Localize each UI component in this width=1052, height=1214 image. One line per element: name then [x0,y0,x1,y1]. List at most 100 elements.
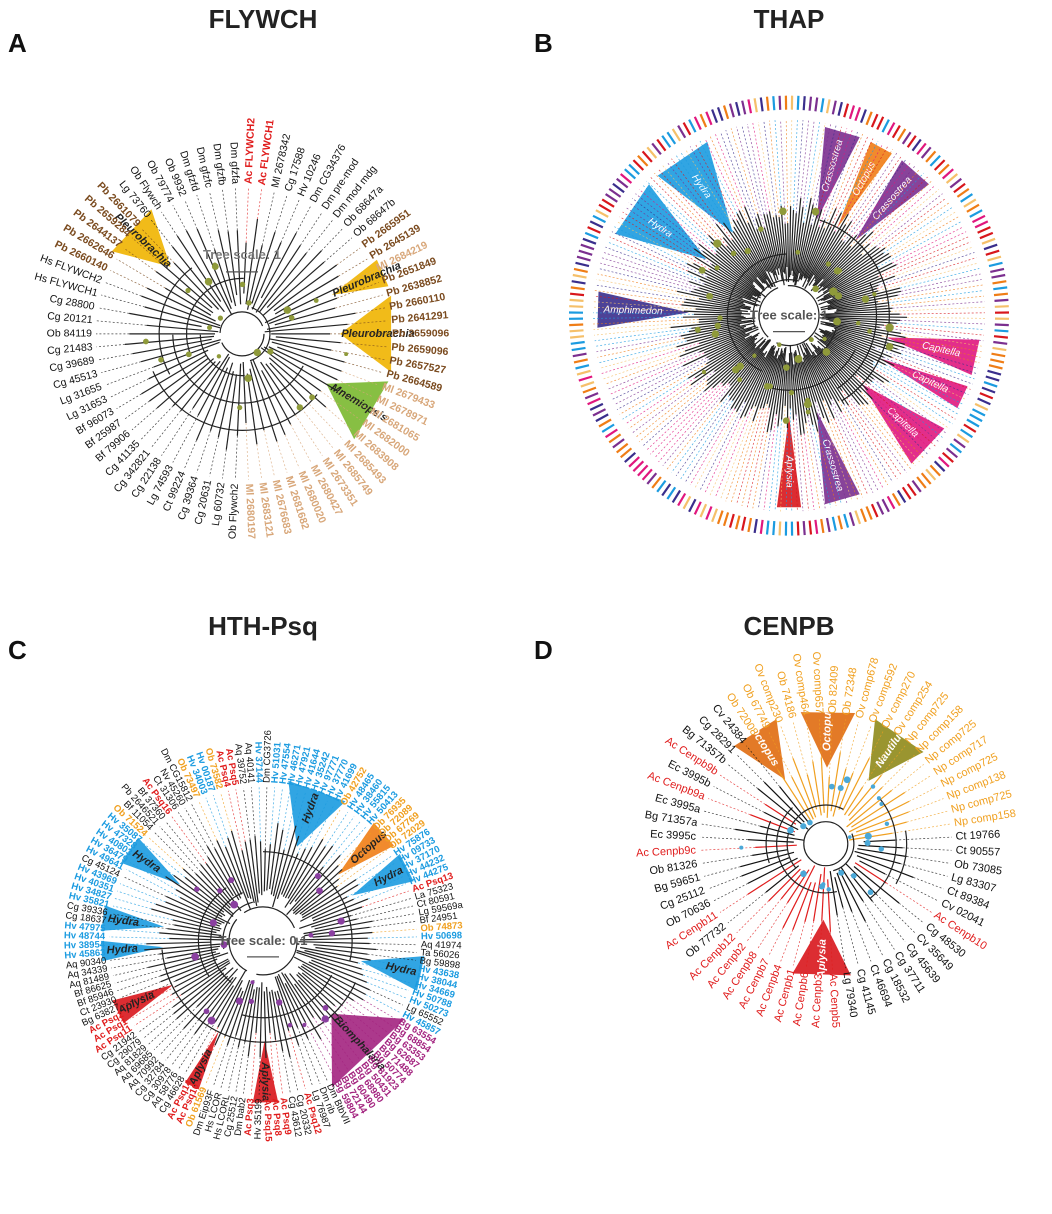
clade-wedge [837,141,892,228]
flywch-tree: PleurobrachiaPleurobrachiaPleurobrachiaM… [33,118,449,540]
node-support-dot [287,1022,293,1028]
leaf-guide [654,385,724,459]
leaf-label-mark [646,472,658,485]
leaf-branch [834,327,905,349]
leaf-label: Hv 47554 [278,742,294,785]
leaf-label: Hv 38954 [64,939,106,951]
leaf-label-mark [994,323,1009,327]
leaf-guide [134,994,182,1026]
leaf-guide [900,273,981,292]
leaf-label: Ct 19766 [955,828,1000,842]
leaf-guide [720,406,756,500]
leaf-branch [264,323,348,333]
leaf-label-mark [601,198,615,208]
leaf-guide [331,349,386,361]
node-support-dot [867,889,874,896]
tree-arc [161,949,357,1043]
leaf-branch [255,987,260,1033]
leaf-branch [200,864,231,902]
panel-letter: C [8,635,27,665]
leaf-branch [708,335,753,360]
leaf-label-mark [728,103,735,118]
tree-arc [752,279,799,328]
clade-wedge [816,127,860,220]
node-support-dot [314,873,321,880]
leaf-branch [214,987,243,1046]
leaf-branch [757,788,809,830]
leaf-guide [143,843,186,878]
leaf-label-mark [985,249,1000,256]
leaf-label-mark [987,255,1002,262]
leaf-guide [883,356,969,395]
leaf-branch [827,301,878,311]
leaf-guide [117,975,161,992]
leaf-guide [209,436,219,477]
node-support-dot [763,383,771,390]
leaf-guide [848,395,907,473]
leaf-guide [635,380,708,438]
leaf-label-mark [637,154,649,167]
leaf-guide [159,1028,185,1056]
leaf-branch [859,860,886,875]
node-support-dot [328,930,336,937]
leaf-guide [119,981,162,999]
leaf-branch [770,353,784,431]
leaf-branch [704,283,743,299]
leaf-guide [913,877,944,890]
leaf-branch [820,294,898,311]
leaf-branch [690,337,758,386]
node-support-dot [267,348,274,355]
leaf-label-mark [671,489,682,503]
leaf-guide [295,792,306,826]
leaf-guide [323,821,361,868]
leaf-label-mark [573,358,588,364]
tree-scale-label: Tree scale: 1 [203,247,281,262]
leaf-guide [212,794,229,838]
leaf-guide [802,121,815,208]
leaf-guide [198,800,218,841]
leaf-branch [164,952,221,970]
node-support-dot [322,1004,329,1011]
leaf-guide [671,158,733,241]
leaf-branch [277,346,342,372]
node-support-dot [321,1015,329,1023]
node-support-dot [800,870,807,878]
leaf-guide [600,262,695,290]
leaf-guide [598,340,687,364]
leaf-branch [801,343,832,406]
leaf-guide [685,408,732,483]
leaf-guide [184,807,208,847]
leaf-branch [175,962,216,982]
leaf-branch [822,252,884,294]
leaf-label: Ac Psq9 [278,1097,294,1136]
leaf-guide [654,172,719,242]
leaf-label-mark [990,358,1005,364]
node-support-dot [737,377,743,383]
leaf-branch [852,821,907,838]
leaf-label-mark [608,187,622,198]
leaf-guide [885,364,964,405]
leaf-guide [367,936,418,939]
node-support-dot [302,1022,307,1028]
leaf-branch [812,236,853,287]
leaf-guide [325,812,348,847]
leaf-branch [720,338,771,403]
leaf-branch [141,295,221,327]
leaf-label-mark [831,516,837,531]
leaf-guide [792,921,806,966]
leaf-branch [244,841,258,907]
leaf-label-mark [993,292,1009,297]
leaf-label-mark [916,142,927,155]
leaf-label-mark [977,397,991,406]
leaf-branch [766,354,780,405]
leaf-branch [160,958,218,983]
node-support-dot [811,207,820,216]
leaf-branch [706,336,764,386]
leaf-branch [251,242,282,310]
node-support-dot [244,374,252,382]
leaf-label-mark [604,193,618,203]
leaf-guide [603,252,690,282]
leaf-branch [298,941,370,945]
leaf-branch [140,339,221,363]
leaf-guide [790,119,793,207]
